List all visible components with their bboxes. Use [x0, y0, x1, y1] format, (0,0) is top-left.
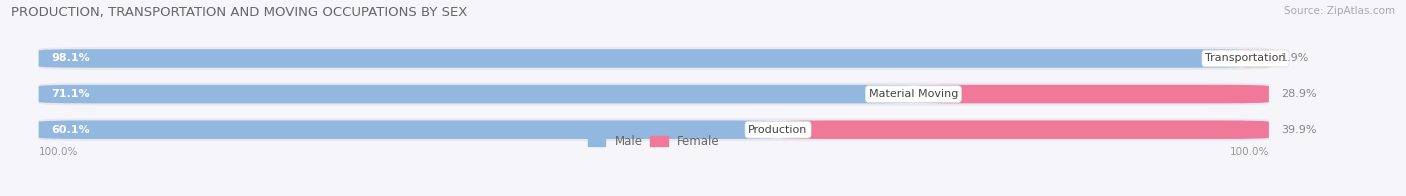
Text: 100.0%: 100.0%: [1229, 147, 1268, 157]
Text: 1.9%: 1.9%: [1281, 54, 1309, 64]
Text: 39.9%: 39.9%: [1281, 125, 1316, 135]
FancyBboxPatch shape: [39, 49, 1246, 68]
FancyBboxPatch shape: [39, 83, 1268, 105]
Text: Production: Production: [748, 125, 807, 135]
FancyBboxPatch shape: [1219, 49, 1295, 68]
Text: 100.0%: 100.0%: [39, 147, 79, 157]
FancyBboxPatch shape: [39, 85, 914, 103]
Text: Source: ZipAtlas.com: Source: ZipAtlas.com: [1284, 6, 1395, 16]
Text: 71.1%: 71.1%: [51, 89, 90, 99]
Text: 98.1%: 98.1%: [51, 54, 90, 64]
FancyBboxPatch shape: [914, 85, 1268, 103]
FancyBboxPatch shape: [39, 118, 1268, 141]
Text: 60.1%: 60.1%: [51, 125, 90, 135]
FancyBboxPatch shape: [39, 47, 1268, 70]
Legend: Male, Female: Male, Female: [583, 130, 724, 153]
FancyBboxPatch shape: [778, 121, 1268, 139]
Text: Material Moving: Material Moving: [869, 89, 957, 99]
Text: 28.9%: 28.9%: [1281, 89, 1317, 99]
Text: Transportation: Transportation: [1205, 54, 1286, 64]
Text: PRODUCTION, TRANSPORTATION AND MOVING OCCUPATIONS BY SEX: PRODUCTION, TRANSPORTATION AND MOVING OC…: [11, 6, 468, 19]
FancyBboxPatch shape: [39, 121, 778, 139]
